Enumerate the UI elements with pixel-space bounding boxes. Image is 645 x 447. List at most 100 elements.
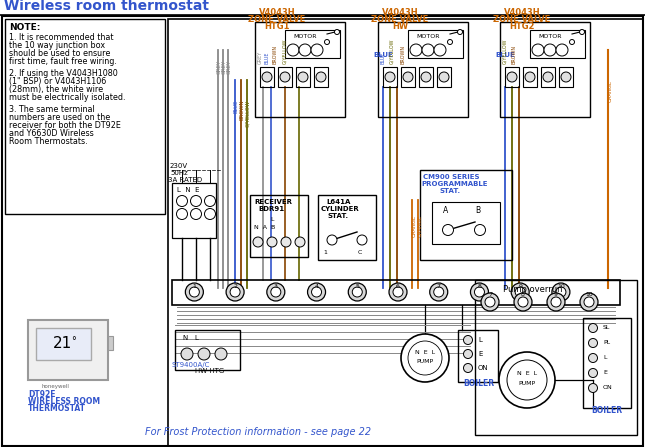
Text: numbers are used on the: numbers are used on the — [9, 113, 110, 122]
Bar — [541, 67, 555, 87]
Bar — [108, 336, 113, 350]
Text: DT92E: DT92E — [28, 390, 55, 399]
Bar — [530, 30, 585, 58]
Text: V4043H: V4043H — [504, 8, 541, 17]
Text: receiver for both the DT92E: receiver for both the DT92E — [9, 121, 121, 130]
Bar — [383, 67, 397, 87]
Circle shape — [312, 287, 322, 297]
Text: BROWN: BROWN — [401, 45, 406, 64]
Circle shape — [475, 287, 484, 297]
Text: BROWN: BROWN — [511, 45, 517, 64]
Text: BLUE: BLUE — [495, 52, 515, 58]
Text: HW HTG: HW HTG — [195, 368, 224, 374]
Circle shape — [262, 72, 272, 82]
Text: 8: 8 — [521, 292, 525, 297]
Bar — [28, 320, 108, 380]
Circle shape — [408, 341, 442, 375]
Circle shape — [177, 208, 188, 219]
Text: first time, fault free wiring.: first time, fault free wiring. — [9, 57, 117, 66]
Text: GREY: GREY — [257, 51, 263, 64]
Bar — [419, 67, 433, 87]
Text: °: ° — [70, 336, 75, 346]
Circle shape — [190, 208, 201, 219]
Circle shape — [457, 30, 462, 34]
Circle shape — [588, 338, 597, 347]
Circle shape — [215, 348, 227, 360]
Circle shape — [357, 235, 367, 245]
Bar — [500, 22, 590, 117]
Circle shape — [198, 348, 210, 360]
Circle shape — [311, 44, 323, 56]
Circle shape — [464, 350, 473, 358]
Text: Pump overrun: Pump overrun — [503, 285, 562, 294]
Circle shape — [518, 297, 528, 307]
Circle shape — [181, 348, 193, 360]
Circle shape — [281, 237, 291, 247]
Circle shape — [485, 297, 495, 307]
Text: should be used to ensure: should be used to ensure — [9, 49, 110, 58]
Circle shape — [410, 44, 422, 56]
Text: L: L — [270, 217, 273, 222]
Bar — [408, 30, 463, 58]
Circle shape — [385, 72, 395, 82]
Circle shape — [287, 44, 299, 56]
Circle shape — [280, 72, 290, 82]
Circle shape — [230, 287, 240, 297]
Text: HTG2: HTG2 — [510, 22, 535, 31]
Text: 3. The same terminal: 3. The same terminal — [9, 105, 95, 114]
Circle shape — [271, 287, 281, 297]
Bar — [255, 22, 345, 117]
Circle shape — [298, 72, 308, 82]
Bar — [168, 19, 643, 446]
Text: ZONE VALVE: ZONE VALVE — [372, 15, 429, 24]
Circle shape — [448, 39, 453, 45]
Circle shape — [308, 283, 326, 301]
Circle shape — [348, 283, 366, 301]
Circle shape — [401, 334, 449, 382]
Bar — [401, 67, 415, 87]
Text: PUMP: PUMP — [519, 381, 535, 386]
Circle shape — [588, 324, 597, 333]
Text: MOTOR: MOTOR — [293, 34, 317, 39]
Text: E: E — [478, 351, 482, 357]
Circle shape — [185, 283, 203, 301]
Text: A: A — [443, 206, 448, 215]
Circle shape — [499, 352, 555, 408]
Circle shape — [543, 72, 553, 82]
Text: 7: 7 — [437, 284, 441, 289]
Text: THERMOSTAT: THERMOSTAT — [28, 404, 86, 413]
Circle shape — [556, 287, 566, 297]
Bar — [378, 22, 468, 117]
Circle shape — [204, 208, 215, 219]
Text: For Frost Protection information - see page 22: For Frost Protection information - see p… — [145, 427, 371, 437]
Text: 8: 8 — [477, 284, 481, 289]
Text: G/YELLOW: G/YELLOW — [283, 38, 288, 64]
Circle shape — [403, 72, 413, 82]
Bar — [172, 183, 216, 238]
Circle shape — [470, 283, 488, 301]
Circle shape — [389, 283, 407, 301]
Text: L: L — [478, 337, 482, 343]
Circle shape — [267, 237, 277, 247]
Circle shape — [442, 224, 453, 236]
Text: GREY: GREY — [221, 60, 226, 74]
Circle shape — [324, 39, 330, 45]
Bar — [475, 280, 637, 435]
Text: 1. It is recommended that: 1. It is recommended that — [9, 33, 114, 42]
Circle shape — [580, 293, 598, 311]
Bar — [260, 67, 274, 87]
Text: L  N  E: L N E — [177, 187, 199, 193]
Circle shape — [514, 293, 532, 311]
Bar — [458, 330, 498, 382]
Text: 2. If using the V4043H1080: 2. If using the V4043H1080 — [9, 69, 118, 78]
Text: ORANGE: ORANGE — [608, 80, 613, 102]
Bar — [5, 19, 165, 214]
Text: 50Hz: 50Hz — [170, 170, 188, 176]
Text: N  A  B: N A B — [254, 225, 275, 230]
Circle shape — [481, 293, 499, 311]
Circle shape — [439, 72, 449, 82]
Bar — [175, 330, 240, 370]
Text: CM900 SERIES: CM900 SERIES — [423, 174, 479, 180]
Circle shape — [352, 287, 362, 297]
Text: ORANGE: ORANGE — [417, 215, 422, 237]
